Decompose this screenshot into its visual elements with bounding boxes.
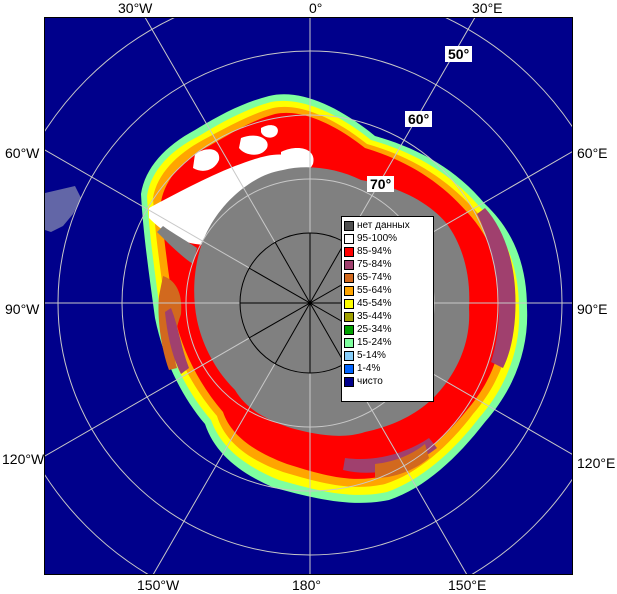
lat-label-70: 70° [367,176,395,192]
legend-swatch [344,285,354,296]
legend-label: 65-74% [357,272,392,283]
legend-item: 95-100% [344,232,431,245]
legend-label: 85-94% [357,246,392,257]
legend-label: 15-24% [357,337,392,348]
lon-label-90w: 90°W [5,301,40,317]
south-america-tip-land [45,186,81,232]
legend-label: чисто [357,376,383,387]
lon-label-180: 180° [292,577,321,593]
legend-item: 1-4% [344,362,431,375]
lon-label-150e: 150°E [448,577,487,593]
lon-label-60e: 60°E [577,145,608,161]
legend-item: чисто [344,375,431,388]
lon-label-120w: 120°W [2,451,45,467]
legend-label: 5-14% [357,350,386,361]
legend-swatch [344,220,354,231]
lon-label-30w: 30°W [118,0,153,16]
legend-item: 35-44% [344,310,431,323]
ice-patch-orange-south [375,444,429,478]
sea-ice-map: 50° 60° 70° [44,17,573,575]
ice-patch-purple-south [343,438,437,473]
legend-item: 55-64% [344,284,431,297]
antarctic-peninsula-land [157,226,197,264]
legend-item: 65-74% [344,271,431,284]
legend-swatch [344,350,354,361]
legend-item: 25-34% [344,323,431,336]
legend-swatch [344,259,354,270]
legend-label: 45-54% [357,298,392,309]
legend-item: 75-84% [344,258,431,271]
lon-label-60w: 60°W [5,145,40,161]
lat-label-60: 60° [405,111,433,127]
lon-label-30e: 30°E [472,0,503,16]
ice-white-patch-2 [239,135,268,155]
legend-label: 55-64% [357,285,392,296]
legend-label: 75-84% [357,259,392,270]
ice-patch-purple-east [477,208,516,368]
map-legend: нет данных 95-100% 85-94% 75-84% 65-74% 55-64… [341,216,434,402]
lon-label-90e: 90°E [577,301,608,317]
legend-swatch [344,337,354,348]
legend-item: 5-14% [344,349,431,362]
legend-swatch [344,272,354,283]
ice-white-patch-4 [261,125,278,138]
lon-label-120e: 120°E [577,455,616,471]
lon-label-0: 0° [309,0,323,16]
legend-label: 25-34% [357,324,392,335]
legend-swatch [344,246,354,257]
legend-swatch [344,363,354,374]
lat-label-50: 50° [445,46,473,62]
legend-label: 1-4% [357,363,381,374]
legend-label: 95-100% [357,233,398,244]
legend-swatch [344,324,354,335]
ice-patch-purple-west [165,308,189,374]
lon-label-150w: 150°W [137,577,180,593]
legend-item: 15-24% [344,336,431,349]
legend-item: нет данных [344,219,431,232]
legend-label: нет данных [357,220,410,231]
legend-label: 35-44% [357,311,392,322]
legend-swatch [344,233,354,244]
legend-item: 45-54% [344,297,431,310]
legend-swatch [344,298,354,309]
legend-item: 85-94% [344,245,431,258]
legend-swatch [344,376,354,387]
legend-swatch [344,311,354,322]
ice-white-patch-1 [193,149,220,171]
